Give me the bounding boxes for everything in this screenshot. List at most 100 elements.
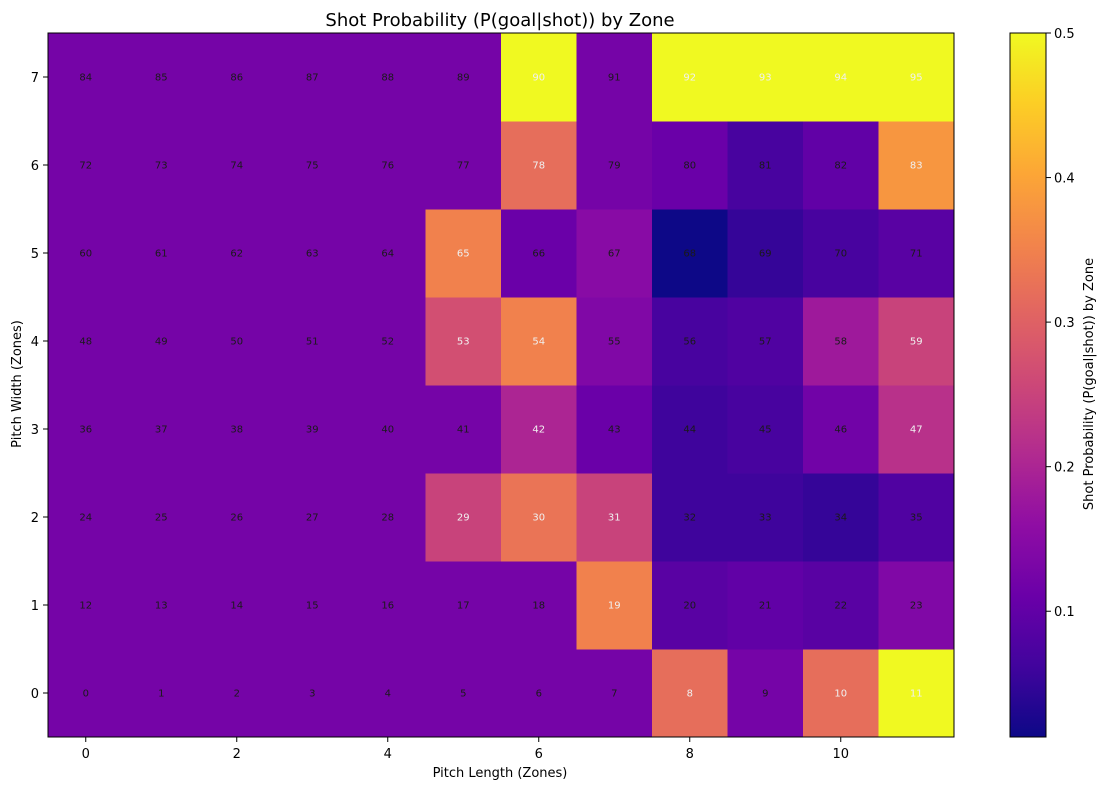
cell-label: 63 <box>306 249 319 260</box>
cell-label: 60 <box>79 249 92 260</box>
y-tick-label: 7 <box>31 71 39 86</box>
cell-label: 1 <box>158 689 164 700</box>
cell-label: 12 <box>79 601 92 612</box>
heatmap-cell <box>123 209 200 298</box>
cell-label: 26 <box>230 513 243 524</box>
heatmap-cell <box>803 33 879 122</box>
cell-label: 15 <box>306 601 319 612</box>
cell-label: 30 <box>532 513 545 524</box>
heatmap-cell <box>274 33 351 122</box>
cell-label: 79 <box>608 161 621 172</box>
cell-label: 56 <box>683 337 696 348</box>
cell-label: 14 <box>230 601 243 612</box>
cell-label: 34 <box>834 513 847 524</box>
heatmap-cell <box>123 473 200 562</box>
plot-frame <box>47 32 955 738</box>
heatmap-cell <box>425 33 502 122</box>
cell-label: 86 <box>230 73 243 84</box>
heatmap-cell <box>425 385 502 474</box>
cell-label: 52 <box>381 337 394 348</box>
cell-label: 65 <box>457 249 470 260</box>
cell-label: 51 <box>306 337 319 348</box>
cell-label: 58 <box>834 337 847 348</box>
heatmap-cell <box>727 121 804 210</box>
heatmap-cell <box>48 209 124 298</box>
heatmap-cell <box>727 561 804 650</box>
cell-label: 89 <box>457 73 470 84</box>
heatmap-cell <box>425 297 502 386</box>
heatmap-cell <box>878 297 955 386</box>
cell-label: 62 <box>230 249 243 260</box>
cell-label: 57 <box>759 337 772 348</box>
heatmap-cell <box>350 649 426 738</box>
cell-label: 27 <box>306 513 319 524</box>
heatmap-cell <box>576 473 653 562</box>
cell-label: 0 <box>83 689 89 700</box>
heatmap-cell <box>803 385 879 474</box>
cell-label: 37 <box>155 425 168 436</box>
heatmap-cell <box>199 473 275 562</box>
heatmap-cell <box>274 209 351 298</box>
cell-label: 77 <box>457 161 470 172</box>
cell-label: 83 <box>910 161 923 172</box>
heatmap-cell <box>652 121 728 210</box>
heatmap-cell <box>274 649 351 738</box>
cell-label: 48 <box>79 337 92 348</box>
heatmap-cell <box>576 561 653 650</box>
heatmap-cell <box>501 385 577 474</box>
cell-label: 31 <box>608 513 621 524</box>
cell-label: 3 <box>309 689 315 700</box>
cell-label: 95 <box>910 73 923 84</box>
heatmap-cell <box>48 649 124 738</box>
x-axis-label: Pitch Length (Zones) <box>433 766 568 781</box>
cell-label: 46 <box>834 425 847 436</box>
y-tick-label: 3 <box>31 423 39 438</box>
cell-label: 78 <box>532 161 545 172</box>
cell-label: 41 <box>457 425 470 436</box>
colorbar-tick-label: 0.4 <box>1054 172 1075 187</box>
heatmap-cell <box>727 649 804 738</box>
cell-label: 10 <box>834 689 847 700</box>
heatmap-cell <box>350 385 426 474</box>
heatmap-cell <box>425 121 502 210</box>
cell-label: 82 <box>834 161 847 172</box>
y-tick-label: 1 <box>31 599 39 614</box>
cell-label: 18 <box>532 601 545 612</box>
y-tick-label: 5 <box>31 247 39 262</box>
x-tick-label: 10 <box>832 747 849 762</box>
heatmap-cell <box>878 561 955 650</box>
cell-label: 64 <box>381 249 394 260</box>
heatmap-cell <box>274 297 351 386</box>
heatmap-cell <box>48 473 124 562</box>
colorbar: 0.1 0.2 0.3 0.4 0.5 <box>1009 27 1075 738</box>
cell-label: 20 <box>683 601 696 612</box>
cell-label: 40 <box>381 425 394 436</box>
heatmap-cell <box>727 473 804 562</box>
heatmap-cell <box>199 561 275 650</box>
heatmap-cell <box>350 33 426 122</box>
heatmap-cell <box>576 209 653 298</box>
heatmap-cell <box>501 297 577 386</box>
heatmap-cell <box>199 209 275 298</box>
heatmap-cell <box>350 209 426 298</box>
cell-label: 6 <box>536 689 542 700</box>
cell-label: 93 <box>759 73 772 84</box>
cell-label: 88 <box>381 73 394 84</box>
cell-label: 4 <box>385 689 391 700</box>
cell-label: 66 <box>532 249 545 260</box>
cell-label: 53 <box>457 337 470 348</box>
heatmap-cell <box>350 121 426 210</box>
heatmap-cell <box>727 209 804 298</box>
heatmap-cell <box>803 649 879 738</box>
cell-label: 75 <box>306 161 319 172</box>
heatmap-cell <box>803 473 879 562</box>
cell-label: 81 <box>759 161 772 172</box>
heatmap-cell <box>425 561 502 650</box>
cell-label: 68 <box>683 249 696 260</box>
colorbar-gradient <box>1009 32 1047 738</box>
cell-label: 90 <box>532 73 545 84</box>
heatmap-cell <box>727 297 804 386</box>
cell-label: 29 <box>457 513 470 524</box>
colorbar-tick-label: 0.3 <box>1054 316 1075 331</box>
